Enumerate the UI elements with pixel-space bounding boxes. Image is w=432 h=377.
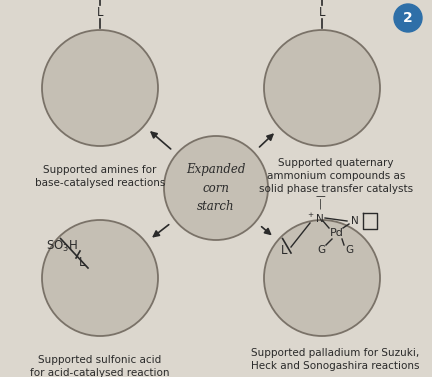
Text: L: L <box>97 6 103 18</box>
Text: N: N <box>351 216 359 226</box>
Text: —: — <box>315 191 325 201</box>
Text: L: L <box>281 244 287 256</box>
Circle shape <box>164 136 268 240</box>
Text: Supported quaternary
ammonium compounds as
solid phase transfer catalysts: Supported quaternary ammonium compounds … <box>259 158 413 195</box>
Text: L: L <box>319 6 325 18</box>
Circle shape <box>42 30 158 146</box>
Circle shape <box>394 4 422 32</box>
Circle shape <box>42 220 158 336</box>
Text: G: G <box>345 245 353 255</box>
Text: SO$_3$H: SO$_3$H <box>46 238 78 254</box>
Text: Supported amines for
base-catalysed reactions: Supported amines for base-catalysed reac… <box>35 165 165 188</box>
Text: Pd: Pd <box>330 228 344 238</box>
Circle shape <box>264 220 380 336</box>
Text: Supported palladium for Suzuki,
Heck and Sonogashira reactions: Supported palladium for Suzuki, Heck and… <box>251 348 419 371</box>
Text: Expanded
corn
starch: Expanded corn starch <box>186 164 246 213</box>
Text: 2: 2 <box>403 11 413 25</box>
Text: Supported sulfonic acid
for acid-catalysed reaction: Supported sulfonic acid for acid-catalys… <box>30 355 170 377</box>
Circle shape <box>264 30 380 146</box>
Text: |: | <box>318 199 322 209</box>
Text: L: L <box>79 256 85 270</box>
Text: $^+$N: $^+$N <box>306 211 324 225</box>
Text: G: G <box>317 245 325 255</box>
